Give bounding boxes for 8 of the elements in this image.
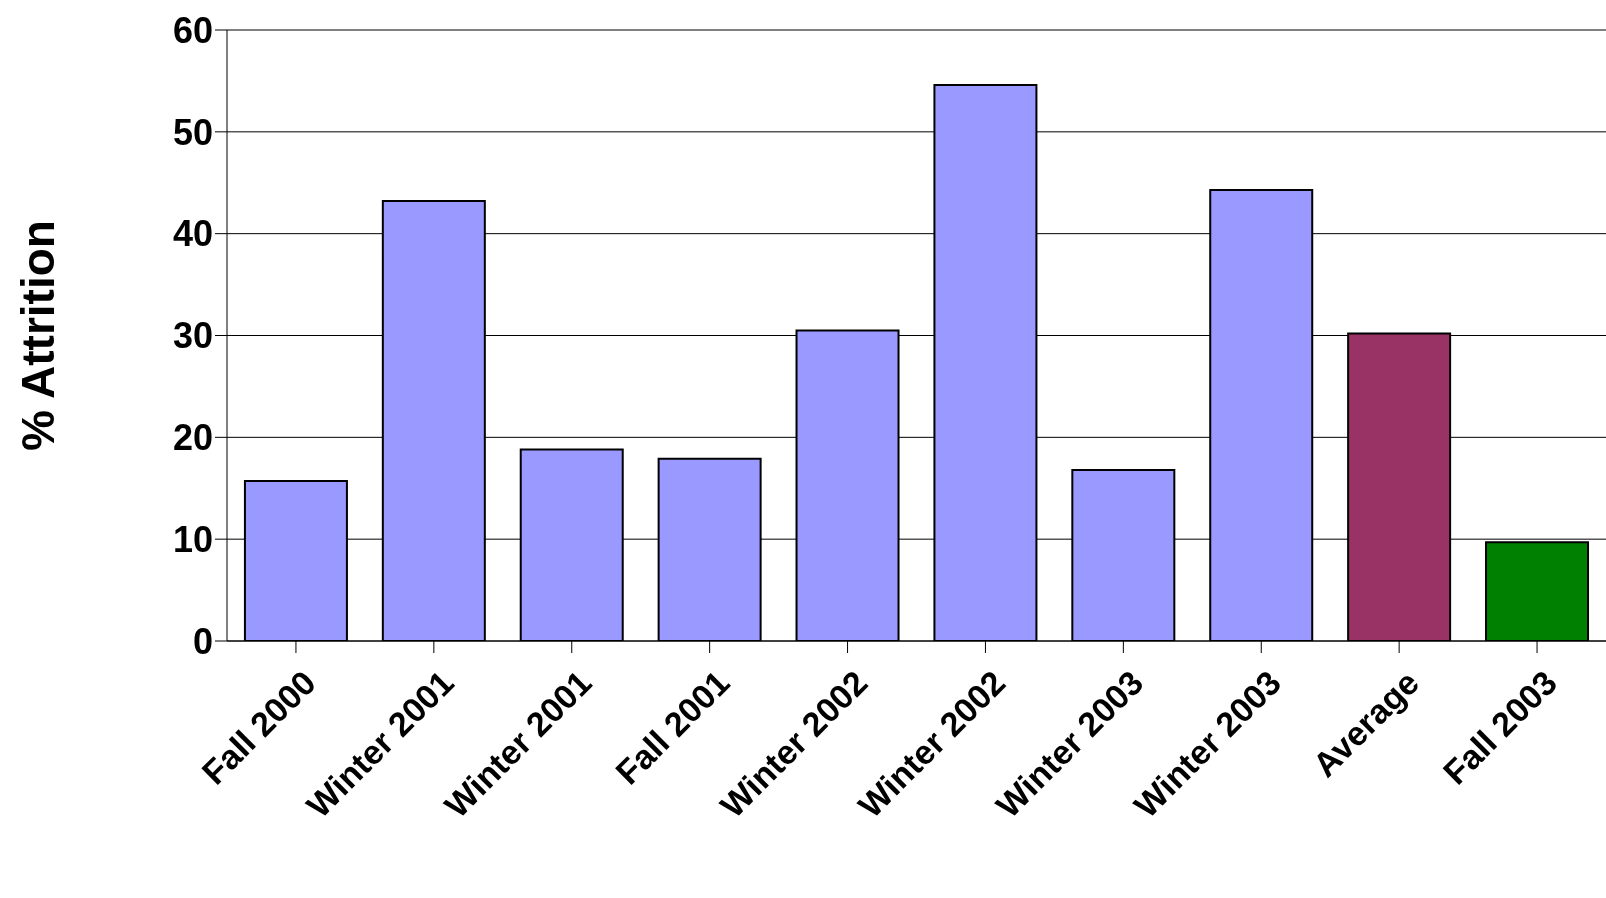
y-tick-label: 30 [172,315,213,357]
y-tick-label: 10 [172,518,213,560]
y-axis-title: % Attrition [12,220,65,451]
y-tick-label: 60 [172,9,213,51]
y-tick-label: 40 [172,213,213,255]
y-tick-label: 0 [192,620,213,662]
y-tick-label: 50 [172,111,213,153]
y-tick-label: 20 [172,417,213,459]
